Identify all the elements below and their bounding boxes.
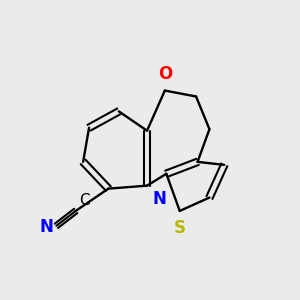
Text: N: N [153,190,167,208]
Text: S: S [174,219,186,237]
Text: C: C [79,193,90,208]
Text: O: O [158,65,172,83]
Text: N: N [40,218,53,236]
